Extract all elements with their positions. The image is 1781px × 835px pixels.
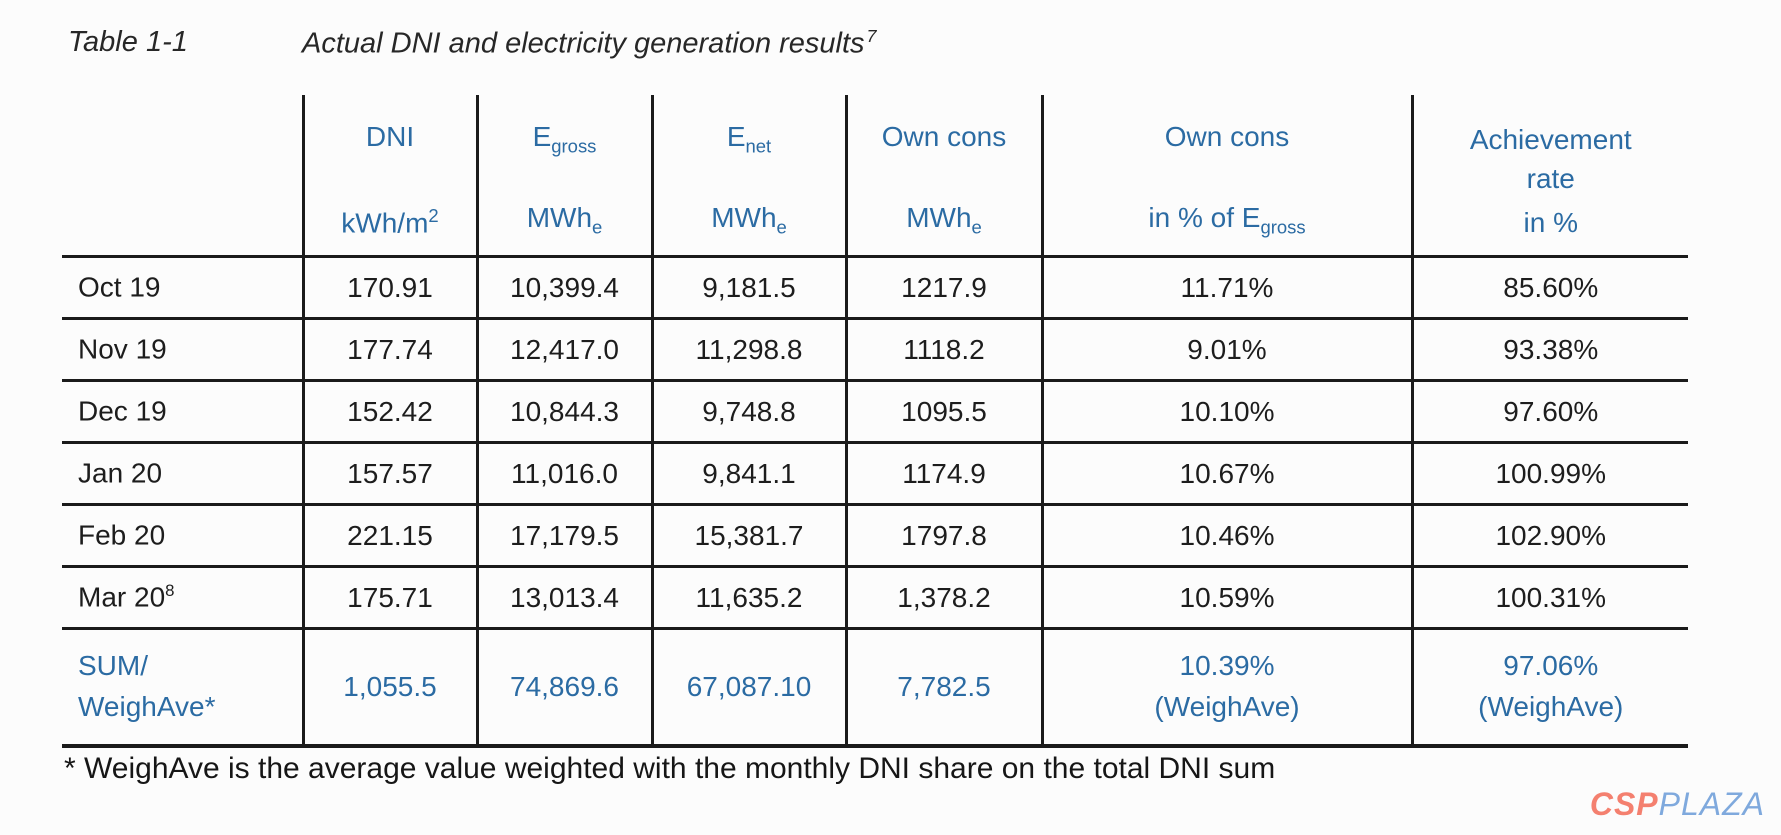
table-caption: Table 1-1 Actual DNI and electricity gen… [68,26,877,61]
col-header-achievement-name: Achievement rate [1469,124,1632,194]
cell-sum-own-cons: 7,782.5 [844,628,1042,748]
cell-enet: 15,381.7 [650,504,846,568]
logo-plaza-text: PLAZA [1658,786,1765,822]
col-header-own-cons-pct-unit: in % of Egross [1148,202,1306,238]
table-caption-number: Table 1-1 [68,26,188,58]
col-header-own-cons: Own cons MWhe [844,95,1042,258]
header-row: DNI kWh/m2 Egross MWhe Enet MWhe Own con… [62,95,1689,258]
cell-egross: 10,399.4 [475,256,652,320]
col-header-enet: Enet MWhe [650,95,846,258]
cell-egross: 12,417.0 [475,318,652,382]
cell-enet: 9,748.8 [650,380,846,444]
cell-sum-achievement: 97.06% (WeighAve) [1410,628,1688,748]
cell-own-cons-pct: 10.59% [1040,566,1412,630]
col-header-dni-name: DNI [365,121,415,152]
col-header-enet-unit: MWhe [711,202,787,238]
col-header-achievement-unit: in % [1523,207,1578,238]
table-row: Oct 19 170.91 10,399.4 9,181.5 1217.9 11… [62,256,1688,320]
table-row: Nov 19 177.74 12,417.0 11,298.8 1118.2 9… [62,318,1688,382]
col-header-egross-name: Egross [532,121,597,157]
col-header-dni-content: DNI kWh/m2 [305,95,476,255]
cell-dni: 175.71 [301,566,477,630]
col-header-own-cons-pct-name: Own cons [1164,121,1290,152]
cell-own-cons: 1797.8 [844,504,1042,568]
table-row: Mar 208 175.71 13,013.4 11,635.2 1,378.2… [62,566,1688,630]
cell-own-cons: 1095.5 [844,380,1042,444]
cell-achievement: 100.31% [1410,566,1688,630]
col-header-own-cons-pct-content: Own cons in % of Egross [1044,95,1411,255]
month-footnote-ref: 8 [165,581,175,601]
title-footnote-ref: 7 [866,26,877,46]
cell-own-cons-pct: 9.01% [1040,318,1412,382]
table-footnote: * WeighAve is the average value weighted… [64,752,1276,785]
cell-sum-own-cons-pct: 10.39% (WeighAve) [1040,628,1412,748]
col-header-enet-name: Enet [726,121,772,157]
cell-month: Mar 208 [62,566,303,630]
cell-own-cons: 1118.2 [844,318,1042,382]
col-header-own-cons-unit: MWhe [906,202,982,238]
cell-own-cons: 1,378.2 [844,566,1042,630]
cell-own-cons: 1174.9 [844,442,1042,506]
cell-month: Jan 20 [62,442,303,506]
cell-own-cons: 1217.9 [844,256,1042,320]
cell-own-cons-pct: 11.71% [1040,256,1412,320]
cell-sum-egross: 74,869.6 [475,628,652,748]
col-header-month [62,95,303,258]
col-header-egross: Egross MWhe [475,95,652,258]
cell-enet: 11,298.8 [650,318,846,382]
col-header-dni: DNI kWh/m2 [301,95,477,258]
col-header-achievement: Achievement rate in % [1410,95,1689,258]
cell-sum-dni: 1,055.5 [301,628,477,748]
cell-sum-enet: 67,087.10 [650,628,846,748]
cell-achievement: 102.90% [1410,504,1688,568]
cell-egross: 11,016.0 [475,442,652,506]
cell-month: Nov 19 [62,318,303,382]
table-row: Jan 20 157.57 11,016.0 9,841.1 1174.9 10… [62,442,1688,506]
col-header-egross-unit: MWhe [526,202,603,238]
col-header-own-cons-name: Own cons [881,121,1007,152]
table-row: Dec 19 152.42 10,844.3 9,748.8 1095.5 10… [62,380,1688,444]
col-header-achievement-content: Achievement rate in % [1414,95,1689,255]
cell-month: Dec 19 [62,380,303,444]
table-caption-title-text: Actual DNI and electricity generation re… [302,27,865,60]
cell-achievement: 93.38% [1410,318,1688,382]
cell-own-cons-pct: 10.67% [1040,442,1412,506]
cell-egross: 10,844.3 [475,380,652,444]
cell-achievement: 97.60% [1410,380,1688,444]
col-header-own-cons-content: Own cons MWhe [848,95,1041,255]
cell-own-cons-pct: 10.10% [1040,380,1412,444]
logo-csp-text: CSP [1589,786,1659,822]
col-header-own-cons-pct: Own cons in % of Egross [1040,95,1412,258]
col-header-enet-content: Enet MWhe [654,95,845,255]
cell-egross: 13,013.4 [475,566,652,630]
cell-egross: 17,179.5 [475,504,652,568]
cell-dni: 170.91 [301,256,477,320]
table-row: Feb 20 221.15 17,179.5 15,381.7 1797.8 1… [62,504,1688,568]
table-caption-title: Actual DNI and electricity generation re… [302,26,877,61]
results-table: DNI kWh/m2 Egross MWhe Enet MWhe Own con… [62,95,1688,748]
cell-dni: 152.42 [301,380,477,444]
cell-dni: 177.74 [301,318,477,382]
cell-sum-label: SUM/ WeighAve* [62,628,303,748]
csp-plaza-logo: CSPPLAZA [1590,786,1765,823]
cell-enet: 9,841.1 [650,442,846,506]
cell-enet: 11,635.2 [650,566,846,630]
col-header-egross-content: Egross MWhe [479,95,651,255]
cell-month: Feb 20 [62,504,303,568]
cell-achievement: 100.99% [1410,442,1688,506]
cell-own-cons-pct: 10.46% [1040,504,1412,568]
cell-dni: 221.15 [301,504,477,568]
sum-row: SUM/ WeighAve* 1,055.5 74,869.6 67,087.1… [62,628,1688,748]
cell-enet: 9,181.5 [650,256,846,320]
cell-achievement: 85.60% [1410,256,1688,320]
cell-month: Oct 19 [62,256,303,320]
col-header-dni-unit: kWh/m2 [341,204,439,238]
cell-dni: 157.57 [301,442,477,506]
